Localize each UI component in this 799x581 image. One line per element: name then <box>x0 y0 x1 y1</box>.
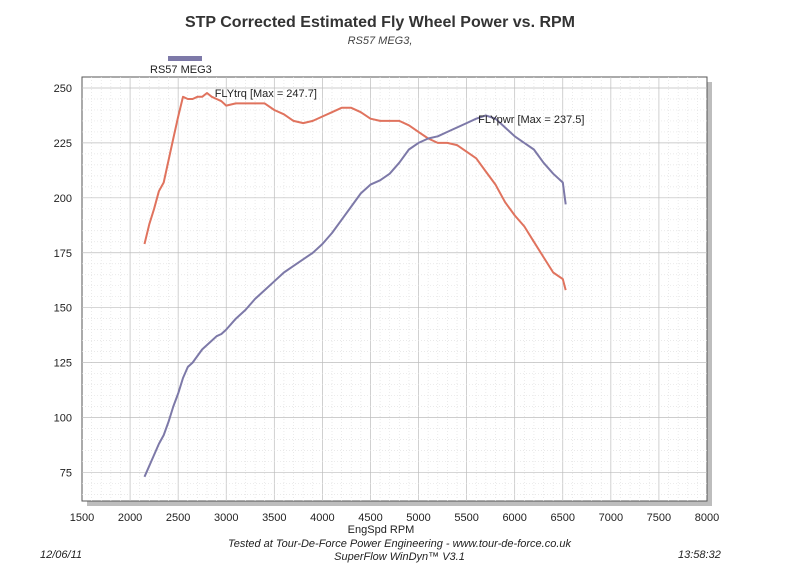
x-tick-label: 6500 <box>551 512 575 524</box>
y-tick-label: 225 <box>54 138 72 150</box>
x-tick-label: 7000 <box>599 512 623 524</box>
series-line-flytrq <box>143 92 567 291</box>
chart-subtitle: RS57 MEG3, <box>347 35 413 47</box>
legend-swatch <box>168 56 202 61</box>
x-tick-label: 7500 <box>647 512 671 524</box>
legend-label: RS57 MEG3 <box>150 64 212 76</box>
footer-test-location: Tested at Tour-De-Force Power Engineerin… <box>228 538 571 550</box>
y-tick-label: 75 <box>60 467 72 479</box>
series-annotation-flytrq: FLYtrq [Max = 247.7] <box>215 88 317 100</box>
x-tick-label: 4000 <box>310 512 334 524</box>
test-date: 12/06/11 <box>40 549 83 561</box>
x-tick-label: 6000 <box>502 512 526 524</box>
y-tick-label: 250 <box>54 83 72 95</box>
x-tick-label: 8000 <box>695 512 719 524</box>
y-tick-label: 175 <box>54 248 72 260</box>
x-tick-label: 4500 <box>358 512 382 524</box>
x-tick-label: 1500 <box>70 512 94 524</box>
footer-software-version: SuperFlow WinDyn™ V3.1 <box>334 551 465 563</box>
series-line-flypwr <box>143 114 567 478</box>
plot-frame <box>81 76 708 502</box>
series-annotation-flypwr: FLYpwr [Max = 237.5] <box>478 114 584 126</box>
y-tick-label: 150 <box>54 303 72 315</box>
chart-title: STP Corrected Estimated Fly Wheel Power … <box>184 14 576 31</box>
test-time: 13:58:32 <box>678 549 721 561</box>
x-tick-label: 2500 <box>166 512 190 524</box>
x-tick-label: 2000 <box>118 512 142 524</box>
x-axis-label: EngSpd RPM <box>348 524 415 536</box>
y-tick-label: 125 <box>54 358 72 370</box>
x-tick-label: 5000 <box>406 512 430 524</box>
x-tick-label: 5500 <box>454 512 478 524</box>
y-tick-label: 100 <box>54 413 72 425</box>
x-tick-label: 3500 <box>262 512 286 524</box>
x-tick-label: 3000 <box>214 512 238 524</box>
y-tick-label: 200 <box>54 193 72 205</box>
